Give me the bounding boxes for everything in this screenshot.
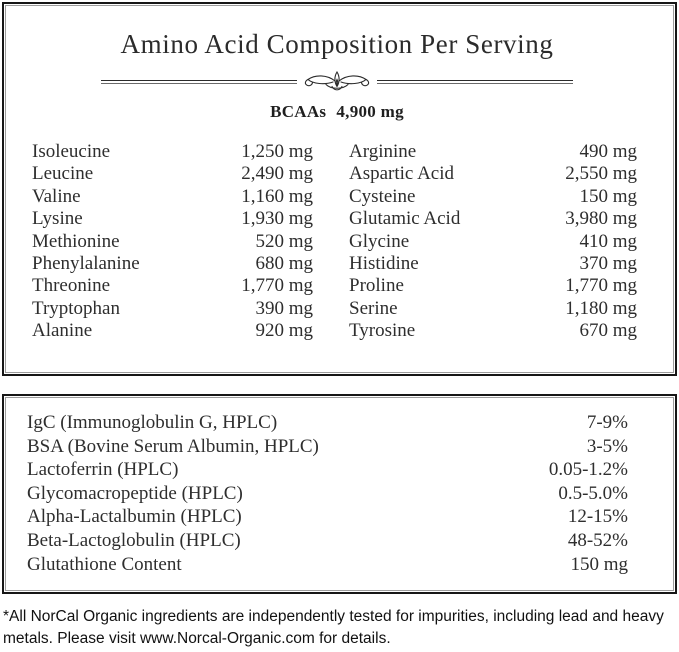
amino-acid-name: Cysteine [349, 185, 416, 207]
amino-acid-name: Glutamic Acid [349, 208, 461, 230]
footnote: *All NorCal Organic ingredients are inde… [3, 608, 664, 647]
protein-value: 150 mg [570, 553, 628, 575]
amino-acid-row: Leucine 2,490 mg [32, 163, 313, 185]
amino-acid-row: Lysine 1,930 mg [32, 208, 313, 230]
protein-row: Beta-Lactoglobulin (HPLC) 48-52% [27, 529, 628, 553]
amino-acid-name: Histidine [349, 253, 419, 275]
amino-acid-row: Methionine 520 mg [32, 231, 313, 253]
amino-acid-row: Arginine 490 mg [349, 141, 637, 163]
amino-acid-row: Glycine 410 mg [349, 231, 637, 253]
protein-name: Glycomacropeptide (HPLC) [27, 482, 243, 504]
amino-acid-amount: 410 mg [579, 230, 637, 252]
protein-value: 0.05-1.2% [548, 459, 628, 481]
protein-row: Glycomacropeptide (HPLC) 0.5-5.0% [27, 482, 628, 506]
protein-name: Lactoferrin (HPLC) [27, 459, 179, 481]
amino-acid-amount: 1,180 mg [565, 297, 637, 319]
bcaa-label: BCAAs [270, 102, 327, 121]
amino-acid-name: Valine [32, 185, 81, 207]
amino-acid-name: Threonine [32, 275, 111, 297]
protein-name: Glutathione Content [27, 553, 182, 575]
amino-acid-name: Phenylalanine [32, 253, 140, 275]
amino-acid-amount: 390 mg [255, 297, 313, 319]
protein-row: Glutathione Content 150 mg [27, 553, 628, 577]
amino-acid-row: Cysteine 150 mg [349, 186, 637, 208]
protein-name: Alpha-Lactalbumin (HPLC) [27, 506, 242, 528]
amino-acid-amount: 1,930 mg [241, 208, 313, 230]
bcaa-total-line: BCAAs 4,900 mg [32, 102, 642, 122]
amino-acid-name: Tyrosine [349, 320, 416, 342]
divider-rule-right [377, 80, 573, 84]
amino-acid-row: Histidine 370 mg [349, 253, 637, 275]
protein-row: IgC (Immunoglobulin G, HPLC) 7-9% [27, 411, 628, 435]
amino-acid-name: Lysine [32, 208, 83, 230]
amino-acid-amount: 520 mg [255, 230, 313, 252]
panel-title: Amino Acid Composition Per Serving [120, 29, 554, 59]
amino-acid-name: Alanine [32, 320, 93, 342]
amino-acid-name: Arginine [349, 141, 417, 162]
protein-value: 12-15% [567, 506, 628, 528]
amino-acid-amount: 1,250 mg [241, 141, 313, 162]
bcaa-value: 4,900 mg [336, 102, 404, 121]
amino-column-right: Arginine 490 mg Aspartic Acid 2,550 mg Cys… [349, 141, 637, 343]
protein-value: 48-52% [567, 529, 628, 551]
amino-acid-name: Isoleucine [32, 141, 111, 162]
fleuron-ornament-icon [299, 71, 375, 93]
protein-row: BSA (Bovine Serum Albumin, HPLC) 3-5% [27, 435, 628, 459]
ornamental-divider [101, 71, 573, 93]
protein-fraction-panel: IgC (Immunoglobulin G, HPLC) 7-9% BSA (Bo… [2, 394, 677, 594]
amino-acid-row: Alanine 920 mg [32, 320, 313, 342]
protein-name: Beta-Lactoglobulin (HPLC) [27, 529, 241, 551]
amino-acid-amount: 670 mg [579, 320, 637, 342]
amino-acid-amount: 370 mg [579, 253, 637, 275]
amino-acid-name: Aspartic Acid [349, 163, 455, 185]
amino-acid-amount: 2,550 mg [565, 163, 637, 185]
amino-acid-row: Serine 1,180 mg [349, 298, 637, 320]
amino-acid-row: Phenylalanine 680 mg [32, 253, 313, 275]
amino-acid-panel: Amino Acid Composition Per Serving [2, 2, 677, 376]
protein-row: Lactoferrin (HPLC) 0.05-1.2% [27, 458, 628, 482]
amino-acid-amount: 150 mg [579, 185, 637, 207]
amino-acid-amount: 2,490 mg [241, 163, 313, 185]
amino-acid-name: Glycine [349, 230, 410, 252]
amino-acid-row: Valine 1,160 mg [32, 186, 313, 208]
amino-acid-amount: 3,980 mg [565, 208, 637, 230]
amino-acid-name: Tryptophan [32, 297, 120, 319]
amino-acid-row: Isoleucine 1,250 mg [32, 141, 313, 163]
amino-acid-amount: 1,770 mg [565, 275, 637, 297]
amino-acid-row: Glutamic Acid 3,980 mg [349, 208, 637, 230]
amino-acid-name: Proline [349, 275, 404, 297]
amino-acid-amount: 920 mg [255, 320, 313, 342]
protein-value: 0.5-5.0% [558, 482, 628, 504]
amino-acid-row: Threonine 1,770 mg [32, 275, 313, 297]
amino-acid-name: Methionine [32, 230, 120, 252]
protein-name: IgC (Immunoglobulin G, HPLC) [27, 412, 278, 433]
protein-value: 7-9% [586, 412, 628, 433]
amino-acid-amount: 1,160 mg [241, 185, 313, 207]
amino-column-left: Isoleucine 1,250 mg Leucine 2,490 mg Valin… [32, 141, 313, 343]
protein-name: BSA (Bovine Serum Albumin, HPLC) [27, 435, 319, 457]
amino-acid-amount: 490 mg [579, 141, 637, 162]
amino-acid-row: Aspartic Acid 2,550 mg [349, 163, 637, 185]
amino-acid-row: Tyrosine 670 mg [349, 320, 637, 342]
protein-row: Alpha-Lactalbumin (HPLC) 12-15% [27, 505, 628, 529]
amino-acid-name: Leucine [32, 163, 94, 185]
amino-acid-table: Isoleucine 1,250 mg Leucine 2,490 mg Valin… [32, 141, 642, 343]
amino-acid-name: Serine [349, 297, 398, 319]
protein-value: 3-5% [586, 435, 628, 457]
amino-acid-row: Tryptophan 390 mg [32, 298, 313, 320]
amino-acid-amount: 1,770 mg [241, 275, 313, 297]
amino-acid-amount: 680 mg [255, 253, 313, 275]
amino-acid-row: Proline 1,770 mg [349, 275, 637, 297]
divider-rule-left [101, 80, 297, 84]
